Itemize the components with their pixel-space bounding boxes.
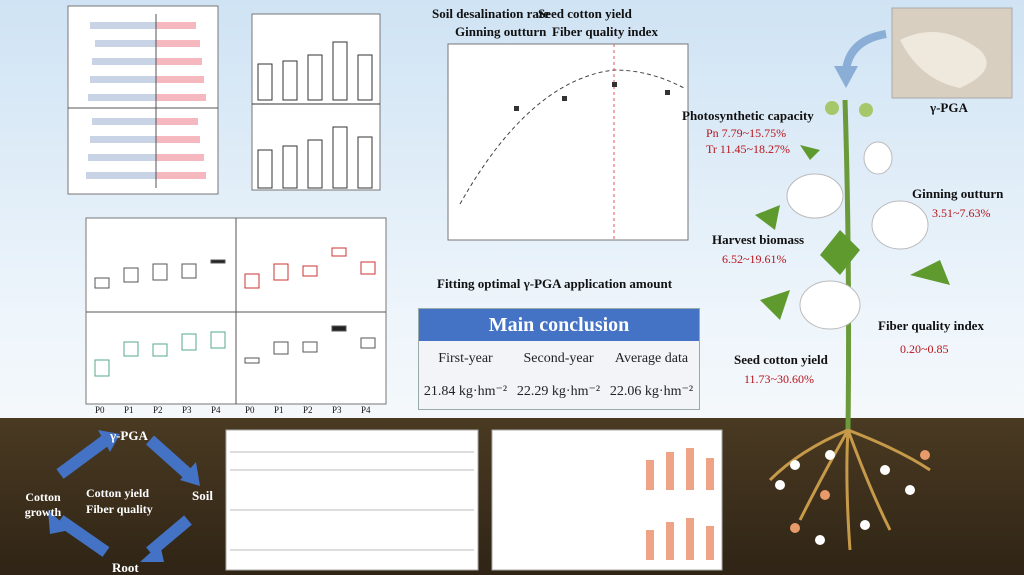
- x-tick-label: P2: [303, 405, 313, 415]
- trait-label: Fiber quality index: [878, 318, 984, 333]
- column-header: First-year: [438, 351, 493, 366]
- trait-label: Photosynthetic capacity: [682, 108, 814, 123]
- conclusion-table: Main conclusion First-year Second-year A…: [418, 308, 700, 410]
- header: Fiber quality index: [552, 24, 658, 39]
- trait-value: 0.20~0.85: [900, 342, 949, 356]
- trait-value: 11.73~30.60%: [744, 372, 815, 386]
- column-header: Average data: [614, 351, 689, 366]
- trait-value: 3.51~7.63%: [932, 206, 991, 220]
- cycle-arrows: [56, 435, 193, 557]
- trait-value: Tr 11.45~18.27%: [706, 142, 790, 156]
- trait-value: Pn 7.79~15.75%: [706, 126, 787, 140]
- thumbnail-bars: [646, 448, 714, 560]
- trait-value: 6.52~19.61%: [722, 252, 787, 266]
- table-lines: [230, 451, 474, 551]
- chart-thumbnail: [491, 429, 723, 571]
- trait-label: Harvest biomass: [712, 232, 805, 247]
- conclusion-title: Main conclusion: [419, 309, 699, 341]
- boxes: [86, 218, 386, 404]
- header: Seed cotton yield: [538, 6, 632, 21]
- header: Soil desalination rate: [432, 6, 550, 21]
- cell-value: 22.29 kg·hm⁻²: [516, 384, 601, 399]
- photo-label: γ-PGA: [930, 100, 968, 115]
- trait-label: Seed cotton yield: [734, 352, 828, 367]
- cycle-center: Fiber quality: [86, 502, 153, 516]
- x-tick-label: P3: [182, 405, 192, 415]
- cycle-node: Soil: [192, 488, 213, 503]
- column-header: Second-year: [523, 351, 594, 366]
- x-tick-label: P4: [211, 405, 221, 415]
- arrow: [842, 30, 887, 71]
- photo-detail: [900, 32, 987, 88]
- columns: [252, 41, 380, 189]
- caption: Fitting optimal γ-PGA application amount: [437, 276, 673, 291]
- cell-value: 21.84 kg·hm⁻²: [423, 384, 508, 399]
- cycle-node: Root: [112, 560, 139, 575]
- cycle-node: γ-PGA: [110, 428, 148, 443]
- cell-value: 22.06 kg·hm⁻²: [609, 384, 694, 399]
- bars: [68, 14, 218, 188]
- x-tick-label: P1: [124, 405, 134, 415]
- x-tick-label: P4: [361, 405, 371, 415]
- x-tick-label: P3: [332, 405, 342, 415]
- fit-curve: [459, 69, 685, 205]
- x-tick-label: P0: [95, 405, 105, 415]
- trait-label: Ginning outturn: [912, 186, 1004, 201]
- cycle-node: Cotton growth: [24, 490, 62, 519]
- header: Ginning outturn: [455, 24, 547, 39]
- cycle-arrowheads: [48, 430, 200, 562]
- arrow-head: [834, 66, 858, 88]
- fit-panel: [447, 43, 689, 241]
- cotton-plant: [755, 99, 950, 551]
- x-tick-label: P0: [245, 405, 255, 415]
- cycle-center: Cotton yield: [86, 486, 149, 500]
- x-tick-label: P1: [274, 405, 284, 415]
- table-thumbnail: [225, 429, 479, 571]
- x-tick-label: P2: [153, 405, 163, 415]
